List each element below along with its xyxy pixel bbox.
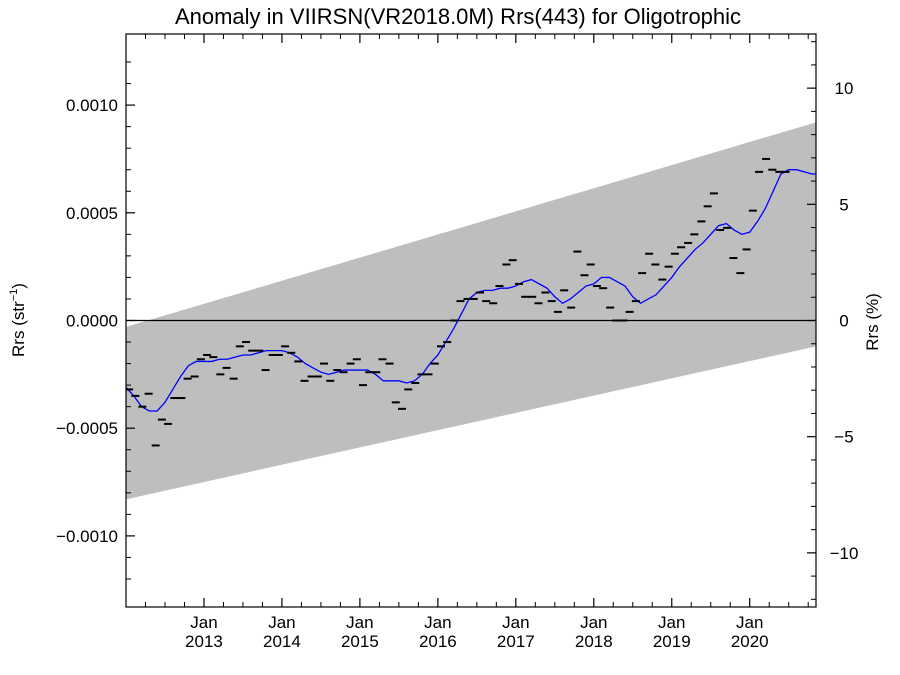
left-tick-label: −0.0005 <box>56 419 118 438</box>
left-axis-label-sup: −1 <box>8 289 20 302</box>
left-axis: 0.0010 0.0005 0.0000 −0.0005 −0.0010 <box>56 61 135 580</box>
smoothed-series-line <box>126 169 816 412</box>
right-axis: 10 5 0 −5 −10 <box>807 41 859 600</box>
left-tick-label: −0.0010 <box>56 527 118 546</box>
x-tick-label-year: 2014 <box>263 632 301 651</box>
x-tick-label-year: 2020 <box>731 632 769 651</box>
left-axis-label: Rrs (str−1) <box>8 283 28 357</box>
right-tick-label: 10 <box>835 79 854 98</box>
x-tick-label-year: 2018 <box>575 632 613 651</box>
right-tick-label: 5 <box>839 195 848 214</box>
left-tick-label: 0.0010 <box>66 96 118 115</box>
left-axis-label-main: Rrs (str <box>9 301 28 357</box>
x-tick-label-year: 2015 <box>341 632 379 651</box>
left-axis-label-close: ) <box>9 283 28 289</box>
right-tick-label: −10 <box>830 544 859 563</box>
left-tick-label: 0.0000 <box>66 312 118 331</box>
chart-title: Anomaly in VIIRSN(VR2018.0M) Rrs(443) fo… <box>175 4 741 29</box>
x-tick-label-month: Jan <box>268 613 295 632</box>
x-tick-label-year: 2016 <box>419 632 457 651</box>
x-tick-label-month: Jan <box>502 613 529 632</box>
x-tick-label-year: 2019 <box>653 632 691 651</box>
x-tick-label-month: Jan <box>424 613 451 632</box>
x-tick-label-month: Jan <box>346 613 373 632</box>
x-tick-label-year: 2013 <box>185 632 223 651</box>
uncertainty-band <box>126 122 816 500</box>
right-tick-label: 0 <box>839 312 848 331</box>
bottom-axis: Jan2013Jan2014Jan2015Jan2016Jan2017Jan20… <box>144 34 809 651</box>
x-tick-label-month: Jan <box>658 613 685 632</box>
x-tick-label-month: Jan <box>190 613 217 632</box>
right-axis-label: Rrs (%) <box>863 293 882 351</box>
right-tick-label: −5 <box>834 428 853 447</box>
x-tick-label-year: 2017 <box>497 632 535 651</box>
left-tick-label: 0.0005 <box>66 204 118 223</box>
x-tick-label-month: Jan <box>580 613 607 632</box>
x-tick-label-month: Jan <box>736 613 763 632</box>
plot-area <box>126 122 816 500</box>
